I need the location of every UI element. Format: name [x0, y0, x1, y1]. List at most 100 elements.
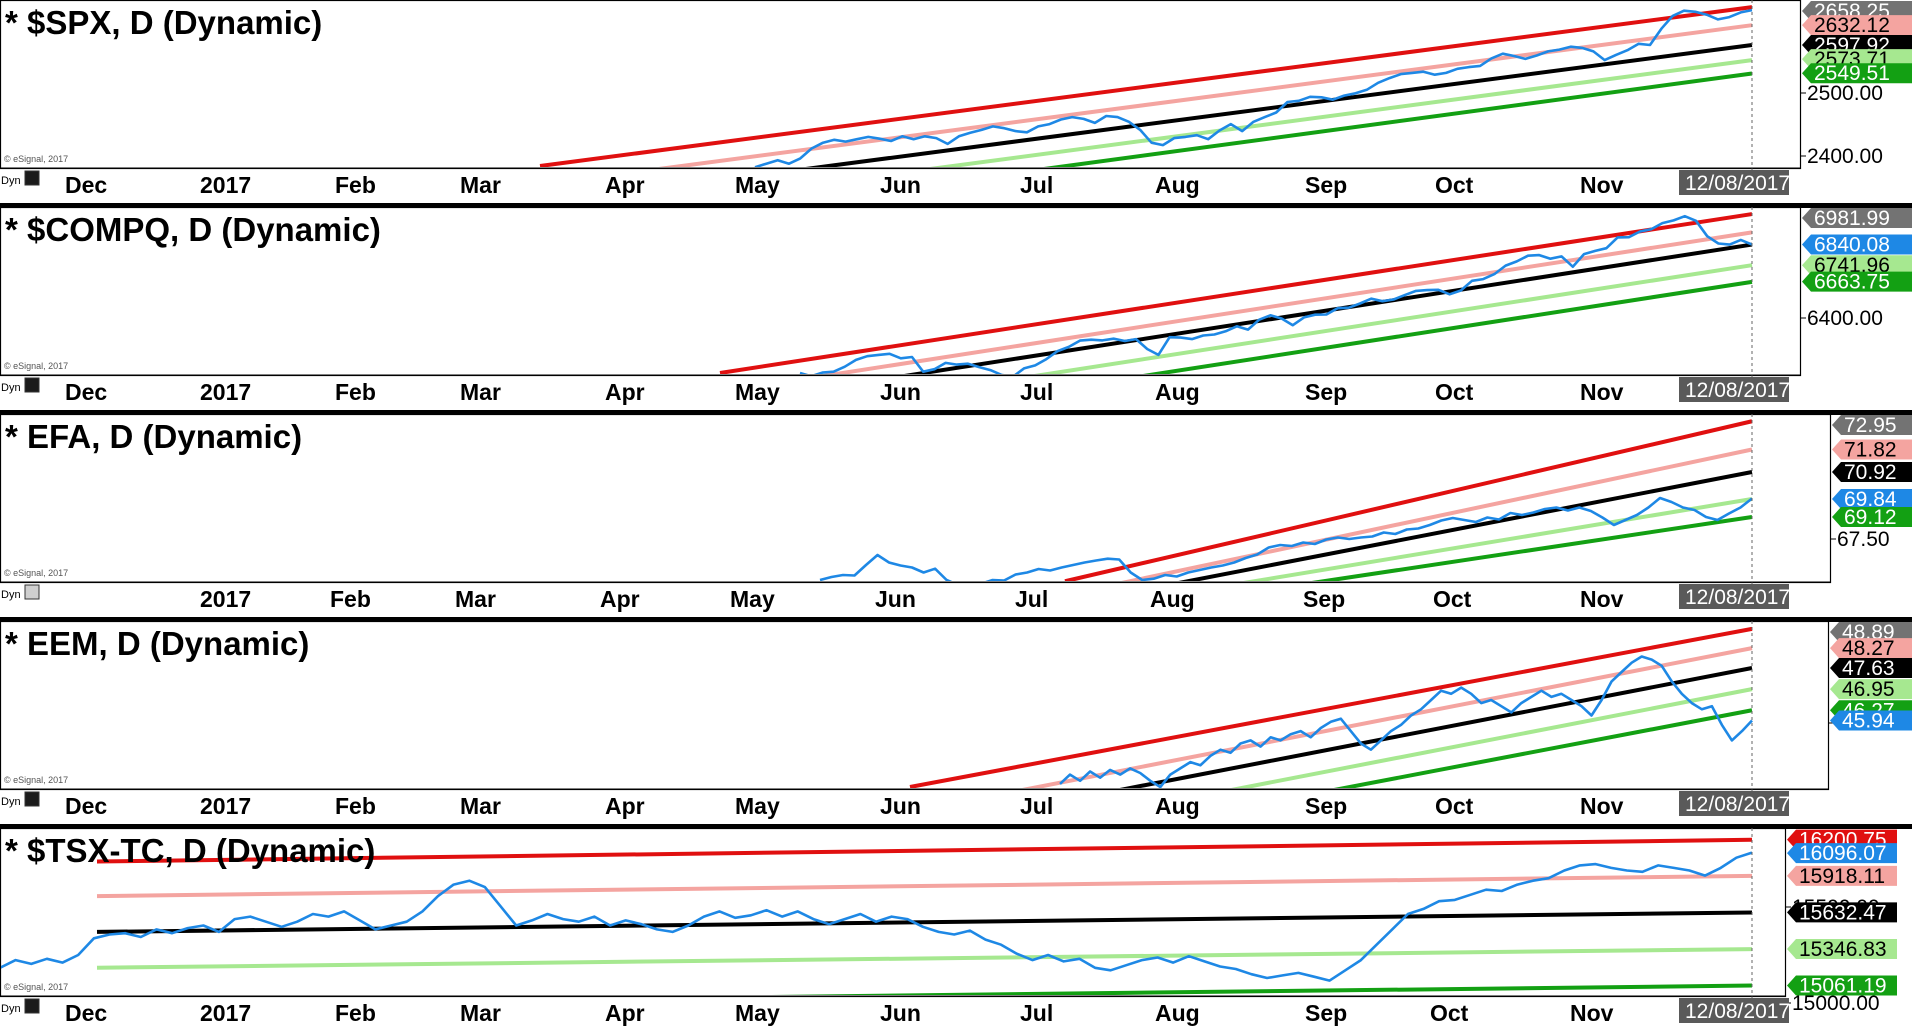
month-label: Sep	[1303, 586, 1345, 612]
chart-panel-3: * EFA, D (Dynamic) © eSignal, 2017 67.50 72…	[0, 410, 1912, 612]
value-badge: 2632.12	[1802, 14, 1912, 37]
value-badge: 47.63	[1830, 657, 1912, 680]
month-label: Apr	[605, 1000, 645, 1026]
plot-area[interactable]	[0, 620, 1830, 791]
value-badge-bg	[1802, 15, 1912, 36]
plot-area[interactable]	[0, 827, 1787, 998]
month-label: Oct	[1435, 379, 1474, 405]
trend-line-4	[1243, 497, 1753, 581]
value-badge-bg	[1830, 710, 1912, 731]
panel-separator[interactable]	[0, 824, 1912, 829]
month-label: May	[735, 1000, 780, 1026]
date-badge-bg	[1679, 377, 1789, 402]
value-badge-text: 6840.08	[1814, 234, 1890, 257]
month-label: Sep	[1305, 793, 1347, 819]
price-series	[754, 8, 1753, 167]
trend-line-3	[1119, 666, 1753, 788]
panel-separator[interactable]	[0, 410, 1912, 415]
month-label: May	[735, 379, 780, 405]
value-badge-text: 15918.11	[1799, 865, 1885, 888]
month-label: Dec	[65, 172, 107, 198]
value-badge: 72.95	[1832, 414, 1912, 437]
chart-panel-2: * $COMPQ, D (Dynamic) © eSignal, 2017 6400…	[0, 203, 1912, 405]
date-badge-bg	[1679, 998, 1789, 1023]
date-badge-bg	[1679, 791, 1789, 816]
month-label: Jun	[880, 379, 921, 405]
panel-separator[interactable]	[0, 203, 1912, 208]
time-axis[interactable]: Dyn Dec 2017 Feb Mar Apr May Jun Jul Aug Sep Oct Nov…	[0, 995, 1790, 1026]
time-axis[interactable]: Dyn Dec 2017 Feb Mar Apr May Jun Jul Aug Sep Oct Nov…	[0, 374, 1800, 405]
month-label: 2017	[200, 793, 251, 819]
month-label: Oct	[1435, 172, 1474, 198]
value-badge: 16096.07	[1787, 842, 1897, 865]
trend-line-3	[1178, 470, 1753, 581]
value-badge-bg	[1830, 658, 1912, 679]
month-label: May	[730, 586, 775, 612]
value-badge: 71.82	[1832, 439, 1912, 462]
copyright-label: © eSignal, 2017	[4, 568, 68, 578]
dyn-toggle-icon[interactable]	[24, 998, 40, 1014]
time-axis[interactable]: Dyn Dec 2017 Feb Mar Apr May Jun Jul Aug Sep Oct Nov…	[0, 167, 1800, 198]
month-label: Mar	[460, 379, 501, 405]
month-label: Feb	[335, 379, 376, 405]
dyn-toggle-icon[interactable]	[24, 377, 40, 393]
month-label: Nov	[1570, 1000, 1614, 1026]
trend-line-5	[1043, 71, 1753, 167]
y-tick-label: 2400.00	[1807, 145, 1883, 168]
trend-line-1	[539, 5, 1753, 167]
month-label: Jun	[875, 586, 916, 612]
month-label: May	[735, 172, 780, 198]
copyright-label: © eSignal, 2017	[4, 361, 68, 371]
value-badge-bg	[1802, 271, 1912, 292]
month-label: Feb	[330, 586, 371, 612]
month-label: Aug	[1155, 793, 1200, 819]
chart-title: * EEM, D (Dynamic)	[5, 625, 309, 662]
month-label: 2017	[200, 379, 251, 405]
time-axis[interactable]: Dyn Dec 2017 Feb Mar Apr May Jun Jul Aug Sep Oct Nov…	[0, 788, 1828, 819]
copyright-label: © eSignal, 2017	[4, 154, 68, 164]
chart-panel-4: * EEM, D (Dynamic)© eSignal, 201745.0048…	[0, 617, 1912, 819]
value-badge: 45.94	[1830, 710, 1912, 733]
panel-separator[interactable]	[0, 617, 1912, 622]
value-badge: 15918.11	[1787, 865, 1897, 888]
y-tick-label: 2500.00	[1807, 82, 1883, 105]
time-axis[interactable]: Dyn 2017 Feb Mar Apr May Jun Jul Aug Sep Oct Nov 12/…	[0, 581, 1830, 612]
month-label: Jul	[1020, 1000, 1053, 1026]
value-badge-bg	[1802, 63, 1912, 84]
plot-content	[1, 837, 1753, 995]
month-label: Nov	[1580, 379, 1624, 405]
dyn-label: Dyn	[1, 796, 21, 808]
month-label: Aug	[1150, 586, 1195, 612]
dyn-label: Dyn	[1, 589, 21, 601]
trend-line-3	[904, 242, 1753, 374]
dyn-toggle-icon[interactable]	[24, 170, 40, 186]
trend-line-5	[771, 983, 1753, 995]
value-badge: 46.95	[1830, 678, 1912, 701]
month-label: 2017	[200, 586, 251, 612]
month-label: Feb	[335, 1000, 376, 1026]
month-label: Aug	[1155, 379, 1200, 405]
dyn-toggle-icon[interactable]	[24, 584, 40, 600]
trend-line-5	[1142, 279, 1753, 374]
month-label: Apr	[605, 172, 645, 198]
value-badge-bg	[1832, 462, 1912, 482]
value-badge: 6981.99	[1802, 207, 1912, 230]
trend-line-3	[805, 42, 1753, 167]
date-badge: 12/08/2017	[1685, 1000, 1790, 1023]
month-label: Nov	[1580, 172, 1624, 198]
dyn-label: Dyn	[1, 175, 21, 187]
value-badge-bg	[1830, 679, 1912, 700]
month-label: Jul	[1020, 172, 1053, 198]
trend-line-1	[96, 837, 1753, 864]
value-badge: 6840.08	[1802, 234, 1912, 257]
month-label: Jun	[880, 172, 921, 198]
month-label: Oct	[1430, 1000, 1469, 1026]
value-badge-text: 16096.07	[1799, 842, 1887, 865]
dyn-toggle-icon[interactable]	[24, 791, 40, 807]
trend-line-5	[1333, 708, 1753, 788]
value-badge: 69.12	[1832, 506, 1912, 529]
value-badge-bg	[1787, 902, 1897, 923]
month-label: Sep	[1305, 379, 1347, 405]
plot-area[interactable]	[0, 0, 1802, 170]
plot-area[interactable]	[0, 206, 1802, 377]
